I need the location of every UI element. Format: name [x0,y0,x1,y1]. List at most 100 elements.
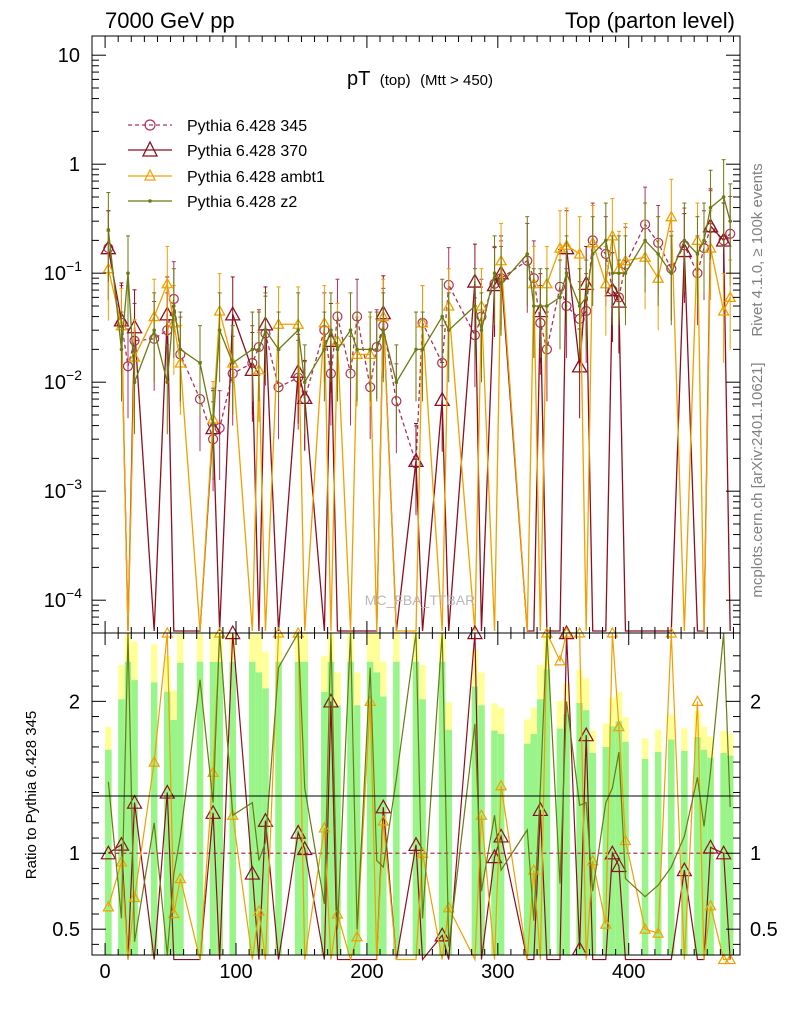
legend-marker-ambt1 [144,168,156,181]
marker-dot [178,347,183,352]
band-green [582,710,590,955]
marker-dot [211,423,215,428]
band-green [301,661,308,955]
band-green [373,672,380,955]
y-tick-label: 1 [69,154,80,176]
band-green [347,661,354,955]
band-green [576,703,583,955]
band-green [412,661,420,955]
ratio-tick-label-left: 2 [69,691,80,713]
y-tick-base: 10 [44,263,66,285]
ratio-marker-triangle [318,821,331,833]
ratio-tick-label-right: 0.5 [750,919,778,941]
band-green [294,661,302,955]
band-green [537,699,544,955]
ratio-tick-label-right: 2 [750,691,761,713]
y-tick-base: 10 [44,590,66,612]
marker-dot [119,347,124,352]
ratio-line-2 [107,632,731,962]
ratio-line-1 [108,632,731,962]
legend-entry-z2: Pythia 6.428 z2 [128,194,297,211]
ratio-marker-triangle [612,720,625,732]
band-green [438,661,446,955]
series-main [100,159,737,632]
y-tick-label: 10−3 [44,476,82,503]
band-green [445,729,452,955]
y-tick-base: 10 [44,372,66,394]
legend-entry-ambt1: Pythia 6.428 ambt1 [128,168,325,186]
marker-dot [374,347,379,352]
legend-entry-345: Pythia 6.428 345 [128,118,307,135]
marker-dot [545,304,549,308]
y-tick-label: 10−1 [44,258,82,285]
legend-label-345: Pythia 6.428 345 [187,118,307,135]
legend-marker-370 [141,140,159,157]
marker-dot [479,328,484,332]
marker-dot [564,271,569,275]
ratio-marker-triangle [207,765,220,777]
ratio-marker-triangle [128,891,141,903]
marker-dot [355,347,359,352]
ratio-marker-triangle [351,930,364,942]
band-green [118,699,125,955]
marker-dot [250,347,255,352]
band-green [327,661,335,955]
band-green [615,721,623,955]
band-green [726,755,734,955]
ratio-marker-triangle [205,804,222,819]
marker-dot [165,380,170,384]
side-label-mcplots: mcplots.cern.ch [arXiv:2401.10621] [749,362,766,597]
marker-dot [656,252,660,256]
marker-triangle [573,247,586,259]
ratio-marker-triangle [296,840,313,856]
ratio-marker-triangle [102,900,115,912]
marker-dot [538,304,543,308]
marker-dot [623,271,628,275]
marker-triangle [665,210,678,222]
marker-dot [702,238,706,243]
marker-triangle [161,277,174,289]
band-green [497,734,505,955]
marker-dot [721,195,726,199]
band-green [609,726,616,955]
marker-dot [420,347,425,352]
y-tick-exponent: −2 [66,367,82,383]
band-green [366,661,374,955]
ratio-marker-triangle [257,812,274,827]
ratio-marker-triangle [639,922,652,934]
marker-circle [122,361,134,372]
band-green [622,741,629,955]
band-green [105,749,112,955]
band-green [275,661,282,955]
legend-label-ambt1: Pythia 6.428 ambt1 [187,169,325,186]
x-tick-label: 400 [612,961,645,983]
ratio-marker-triangle [375,798,392,814]
ratio-marker-triangle [252,904,265,916]
band-green [209,661,217,955]
legend-label-370: Pythia 6.428 370 [187,143,307,160]
band-green [668,739,675,955]
marker-dot [728,219,732,223]
legend-entry-370: Pythia 6.428 370 [128,140,307,160]
band-green [216,661,223,955]
marker-dot [473,304,477,308]
ratio-marker-triangle [442,901,455,913]
y-tick-label: 10−2 [44,367,82,394]
ratio-marker-triangle [553,654,567,666]
y-tick-exponent: −3 [66,476,82,492]
ratio-marker-triangle [364,695,377,706]
band-green [543,669,551,955]
y-tick-exponent: −1 [66,258,82,274]
marker-dot [617,271,621,275]
marker-dot [610,271,615,275]
marker-dot [643,238,647,243]
marker-dot [590,252,595,256]
band-green [471,686,479,955]
marker-triangle [224,305,241,321]
band-green [589,753,596,955]
legend-marker-z2 [148,199,152,203]
marker-dot [329,328,333,332]
band-green [249,661,256,955]
marker-dot [604,238,608,243]
marker-dot [217,328,222,332]
